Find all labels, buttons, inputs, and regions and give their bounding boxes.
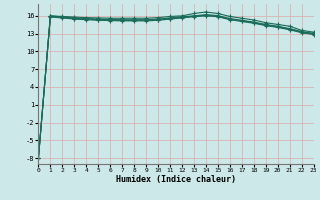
X-axis label: Humidex (Indice chaleur): Humidex (Indice chaleur) [116,175,236,184]
